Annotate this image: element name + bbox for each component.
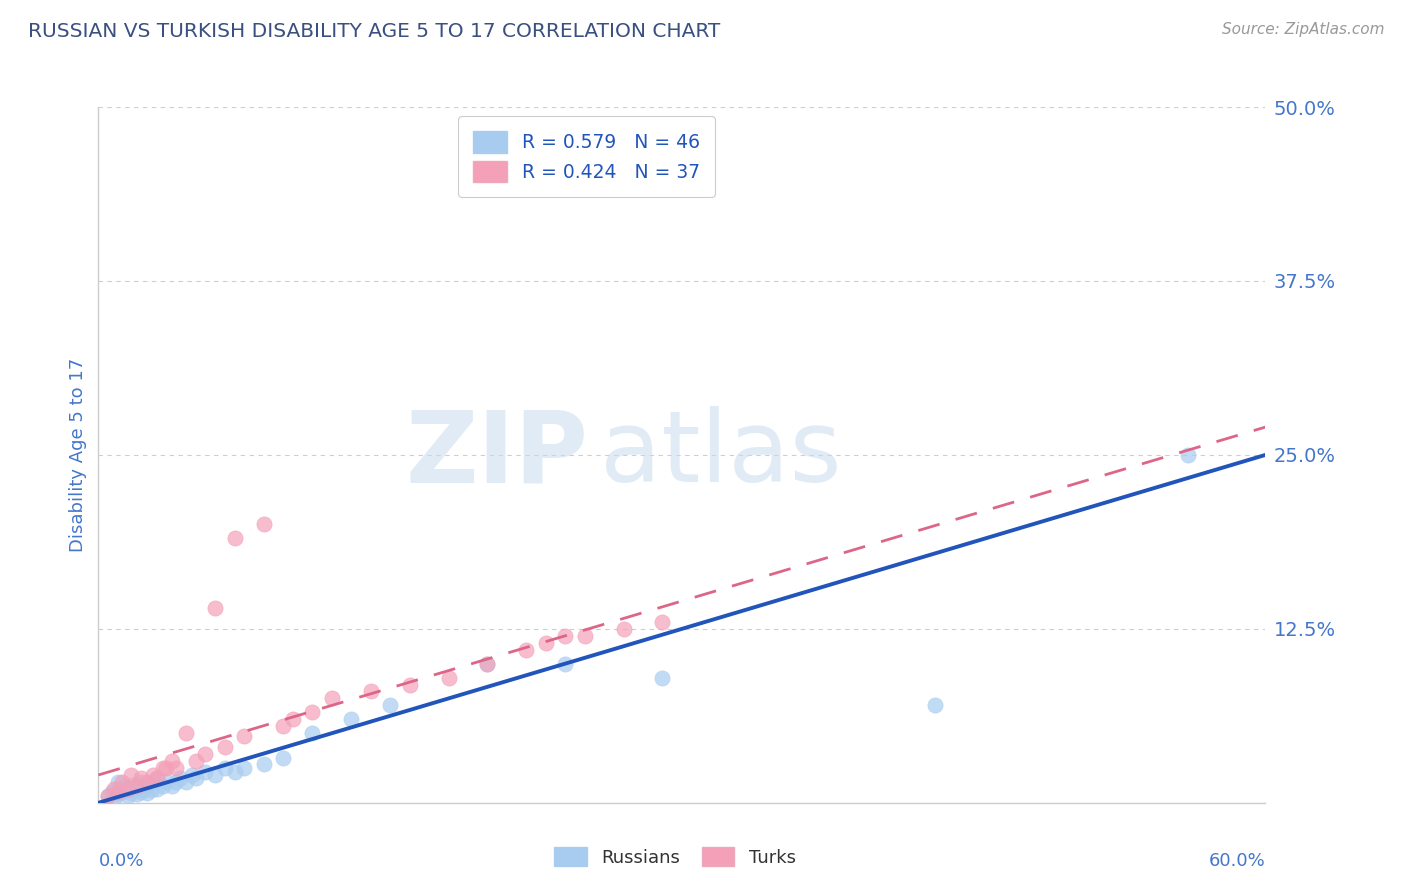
- Point: [253, 517, 276, 532]
- Point: [271, 751, 294, 765]
- Point: [111, 785, 134, 799]
- Point: [103, 781, 125, 796]
- Point: [101, 785, 124, 799]
- Text: Source: ZipAtlas.com: Source: ZipAtlas.com: [1222, 22, 1385, 37]
- Legend: Russians, Turks: Russians, Turks: [547, 840, 803, 874]
- Y-axis label: Disability Age 5 to 17: Disability Age 5 to 17: [69, 358, 87, 552]
- Point: [612, 622, 634, 636]
- Point: [146, 771, 169, 785]
- Point: [180, 768, 202, 782]
- Point: [233, 729, 256, 743]
- Text: RUSSIAN VS TURKISH DISABILITY AGE 5 TO 17 CORRELATION CHART: RUSSIAN VS TURKISH DISABILITY AGE 5 TO 1…: [28, 22, 720, 41]
- Point: [281, 712, 304, 726]
- Point: [1177, 448, 1199, 462]
- Point: [136, 778, 159, 792]
- Point: [174, 775, 197, 789]
- Point: [97, 789, 120, 803]
- Text: 0.0%: 0.0%: [98, 852, 143, 870]
- Point: [437, 671, 460, 685]
- Point: [174, 726, 197, 740]
- Point: [477, 657, 499, 671]
- Point: [184, 771, 207, 785]
- Point: [162, 754, 184, 768]
- Point: [574, 629, 596, 643]
- Point: [162, 779, 184, 793]
- Point: [224, 532, 246, 546]
- Text: 60.0%: 60.0%: [1209, 852, 1265, 870]
- Point: [214, 740, 236, 755]
- Point: [146, 781, 169, 796]
- Point: [146, 771, 169, 785]
- Text: atlas: atlas: [600, 407, 842, 503]
- Point: [107, 788, 129, 802]
- Point: [165, 761, 187, 775]
- Point: [139, 783, 162, 797]
- Point: [477, 657, 499, 671]
- Point: [136, 786, 159, 800]
- Point: [155, 761, 177, 775]
- Point: [107, 775, 129, 789]
- Point: [301, 706, 323, 720]
- Point: [924, 698, 946, 713]
- Point: [117, 781, 139, 796]
- Point: [107, 785, 129, 799]
- Point: [271, 719, 294, 733]
- Point: [165, 775, 187, 789]
- Point: [122, 778, 145, 792]
- Point: [194, 747, 217, 761]
- Point: [534, 636, 557, 650]
- Point: [184, 754, 207, 768]
- Point: [129, 775, 152, 789]
- Point: [107, 781, 129, 796]
- Point: [378, 698, 402, 713]
- Text: ZIP: ZIP: [406, 407, 589, 503]
- Point: [127, 788, 149, 802]
- Point: [515, 642, 537, 657]
- Point: [224, 765, 246, 780]
- Point: [142, 775, 165, 789]
- Legend: R = 0.579   N = 46, R = 0.424   N = 37: R = 0.579 N = 46, R = 0.424 N = 37: [458, 117, 714, 197]
- Point: [112, 779, 135, 793]
- Point: [169, 771, 191, 785]
- Point: [204, 768, 226, 782]
- Point: [117, 781, 139, 796]
- Point: [136, 775, 159, 789]
- Point: [204, 601, 226, 615]
- Point: [117, 789, 139, 803]
- Point: [152, 779, 174, 793]
- Point: [301, 726, 323, 740]
- Point: [129, 771, 152, 785]
- Point: [398, 677, 420, 691]
- Point: [554, 657, 576, 671]
- Point: [127, 779, 149, 793]
- Point: [321, 691, 343, 706]
- Point: [651, 671, 673, 685]
- Point: [340, 712, 363, 726]
- Point: [651, 615, 673, 629]
- Point: [129, 785, 152, 799]
- Point: [360, 684, 382, 698]
- Point: [103, 791, 125, 805]
- Point: [111, 775, 134, 789]
- Point: [233, 761, 256, 775]
- Point: [132, 781, 155, 796]
- Point: [194, 765, 217, 780]
- Point: [155, 773, 177, 788]
- Point: [214, 761, 236, 775]
- Point: [152, 761, 174, 775]
- Point: [121, 786, 143, 800]
- Point: [253, 756, 276, 771]
- Point: [127, 779, 149, 793]
- Point: [97, 789, 120, 803]
- Point: [121, 768, 143, 782]
- Point: [142, 768, 165, 782]
- Point: [554, 629, 576, 643]
